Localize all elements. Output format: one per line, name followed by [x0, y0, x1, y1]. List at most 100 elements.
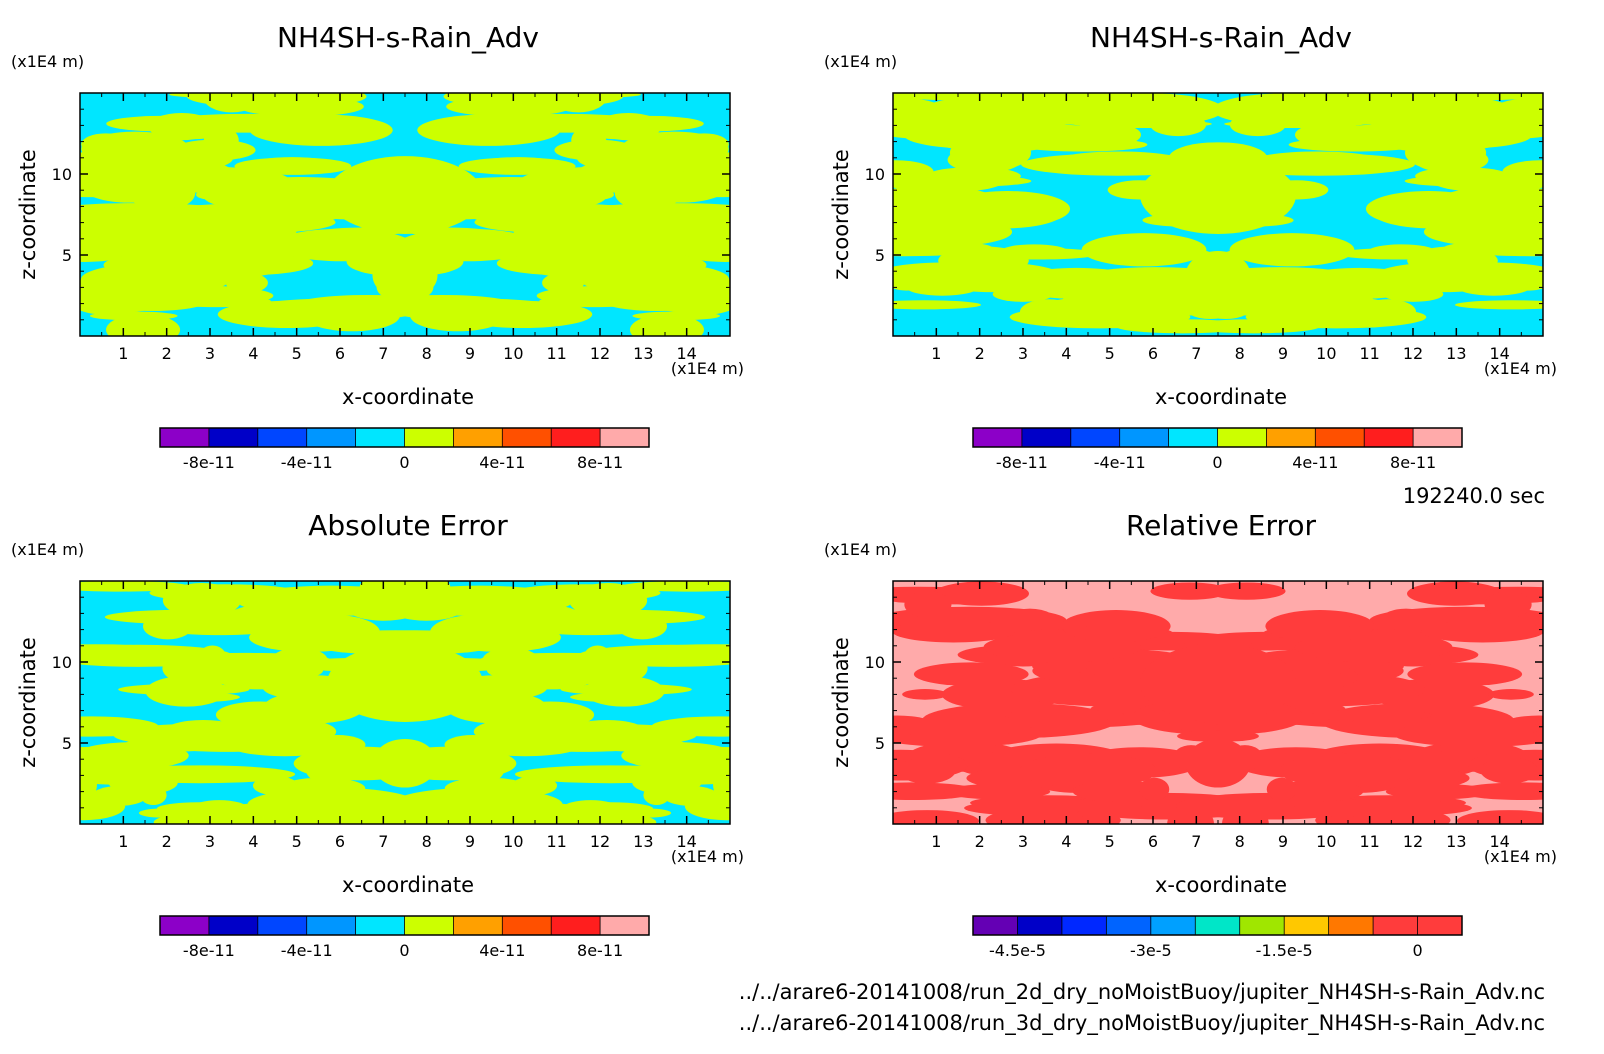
y-axis-label: z-coordinate	[829, 149, 853, 280]
colorbar-swatch	[453, 428, 503, 447]
colorbar-frame	[159, 427, 650, 448]
colorbar-tick-label: -4e-11	[281, 453, 333, 472]
colorbar-swatch	[1168, 428, 1218, 447]
contour-region	[277, 180, 332, 211]
contour-region	[1207, 582, 1286, 600]
y-unit-label: (x1E4 m)	[824, 540, 897, 559]
x-tick-label: 2	[162, 344, 172, 363]
contour-region	[462, 752, 505, 784]
y-tick-label: 5	[875, 246, 885, 265]
contour-region	[191, 800, 247, 816]
contour-region	[107, 166, 289, 193]
time-label: 192240.0 sec	[1403, 484, 1545, 508]
y-tick-label: 10	[865, 165, 885, 184]
contour-region	[1077, 809, 1111, 817]
y-tick-label: 10	[865, 653, 885, 672]
colorbar-tick-label: -3e-5	[1130, 941, 1172, 960]
colorbar-swatch	[1150, 916, 1196, 935]
chart-panel-top-left: NH4SH-s-Rain_Adv(x1E4 m)1 2 3 4 5 6 7 8 9 10 11 12 1…	[11, 21, 744, 472]
x-tick-label: 11	[546, 832, 566, 851]
colorbar-swatch	[973, 428, 1023, 447]
contour-region	[1407, 581, 1503, 606]
x-tick-label: 14	[1489, 832, 1509, 851]
contour-region	[1150, 582, 1229, 600]
x-axis-label: x-coordinate	[342, 385, 474, 409]
y-unit-label: (x1E4 m)	[11, 540, 84, 559]
colorbar-tick-label: -4e-11	[281, 941, 333, 960]
contour-region	[327, 156, 483, 234]
contour-region	[944, 783, 1051, 800]
contour-region	[992, 286, 1054, 302]
contour-region	[305, 752, 348, 784]
contour-region	[1185, 250, 1251, 300]
x-tick-label: 3	[205, 344, 215, 363]
x-tick-label: 2	[975, 344, 985, 363]
colorbar: -4.5e-5 -3e-5 -1.5e-5 0	[972, 915, 1463, 960]
contour-region	[575, 651, 648, 686]
contour-region	[245, 298, 423, 321]
contour-region	[80, 281, 184, 297]
x-tick-label: 4	[248, 832, 258, 851]
x-tick-label: 1	[931, 832, 941, 851]
colorbar-swatch	[551, 428, 601, 447]
contour-region	[215, 701, 304, 729]
contour-region	[995, 93, 1164, 111]
x-tick-label: 12	[590, 832, 610, 851]
colorbar-swatch	[1017, 916, 1063, 935]
x-tick-label: 14	[1489, 344, 1509, 363]
x-tick-label: 14	[676, 832, 696, 851]
contour-region	[1443, 239, 1543, 257]
x-tick-label: 9	[1278, 344, 1288, 363]
contour-region	[1143, 248, 1211, 257]
x-tick-label: 3	[1018, 832, 1028, 851]
contour-region	[521, 166, 703, 193]
x-tick-label: 13	[1446, 344, 1466, 363]
y-tick-label: 5	[62, 246, 72, 265]
contour-region	[372, 250, 438, 300]
contour-region	[162, 651, 235, 686]
y-axis-label: z-coordinate	[16, 149, 40, 280]
colorbar-tick-label: -4e-11	[1094, 453, 1146, 472]
colorbar-swatch	[453, 916, 503, 935]
colorbar: -8e-11 -4e-11 0 4e-11 8e-11	[972, 427, 1463, 472]
contour-region	[249, 114, 393, 146]
colorbar-swatch	[502, 916, 552, 935]
contour-region	[81, 133, 131, 156]
colorbar-frame	[972, 915, 1463, 936]
contour-region	[506, 701, 595, 729]
contour-region	[511, 776, 558, 796]
contour-region	[617, 770, 730, 785]
chart-panel-bottom-left: Absolute Error(x1E4 m)1 2 3 4 5 6 7 8 9 10 11 12 13 1…	[11, 509, 744, 960]
x-tick-label: 10	[1316, 344, 1336, 363]
colorbar-tick-label: 4e-11	[1292, 453, 1338, 472]
contour-region	[893, 810, 979, 824]
contour-region	[327, 644, 483, 722]
colorbar-swatch	[208, 428, 259, 447]
contour-region	[893, 212, 984, 233]
colorbar-tick-label: 0	[1412, 941, 1422, 960]
x-tick-label: 11	[1359, 344, 1379, 363]
contour-region	[91, 786, 147, 806]
x-tick-label: 7	[1191, 344, 1201, 363]
chart-title: NH4SH-s-Rain_Adv	[277, 21, 539, 54]
y-axis-label: z-coordinate	[829, 637, 853, 768]
colorbar-swatch	[160, 916, 210, 935]
x-tick-label: 5	[292, 832, 302, 851]
colorbar-frame	[972, 427, 1463, 448]
colorbar-swatch	[1373, 916, 1419, 935]
contour-region	[360, 581, 451, 606]
contour-region	[407, 789, 541, 824]
contour-region	[1484, 591, 1532, 618]
contour-region	[1382, 286, 1444, 302]
contour-region	[593, 115, 704, 132]
colorbar-swatch	[1106, 916, 1152, 935]
contour-region	[1186, 319, 1321, 334]
colorbar-tick-label: 8e-11	[577, 453, 623, 472]
x-tick-label: 4	[248, 344, 258, 363]
contour-region	[1061, 610, 1171, 643]
x-tick-label: 1	[931, 344, 941, 363]
colorbar: -8e-11 -4e-11 0 4e-11 8e-11	[159, 427, 650, 472]
colorbar-swatch	[404, 916, 454, 935]
x-tick-label: 12	[1403, 344, 1423, 363]
x-axis-label: x-coordinate	[1155, 385, 1287, 409]
